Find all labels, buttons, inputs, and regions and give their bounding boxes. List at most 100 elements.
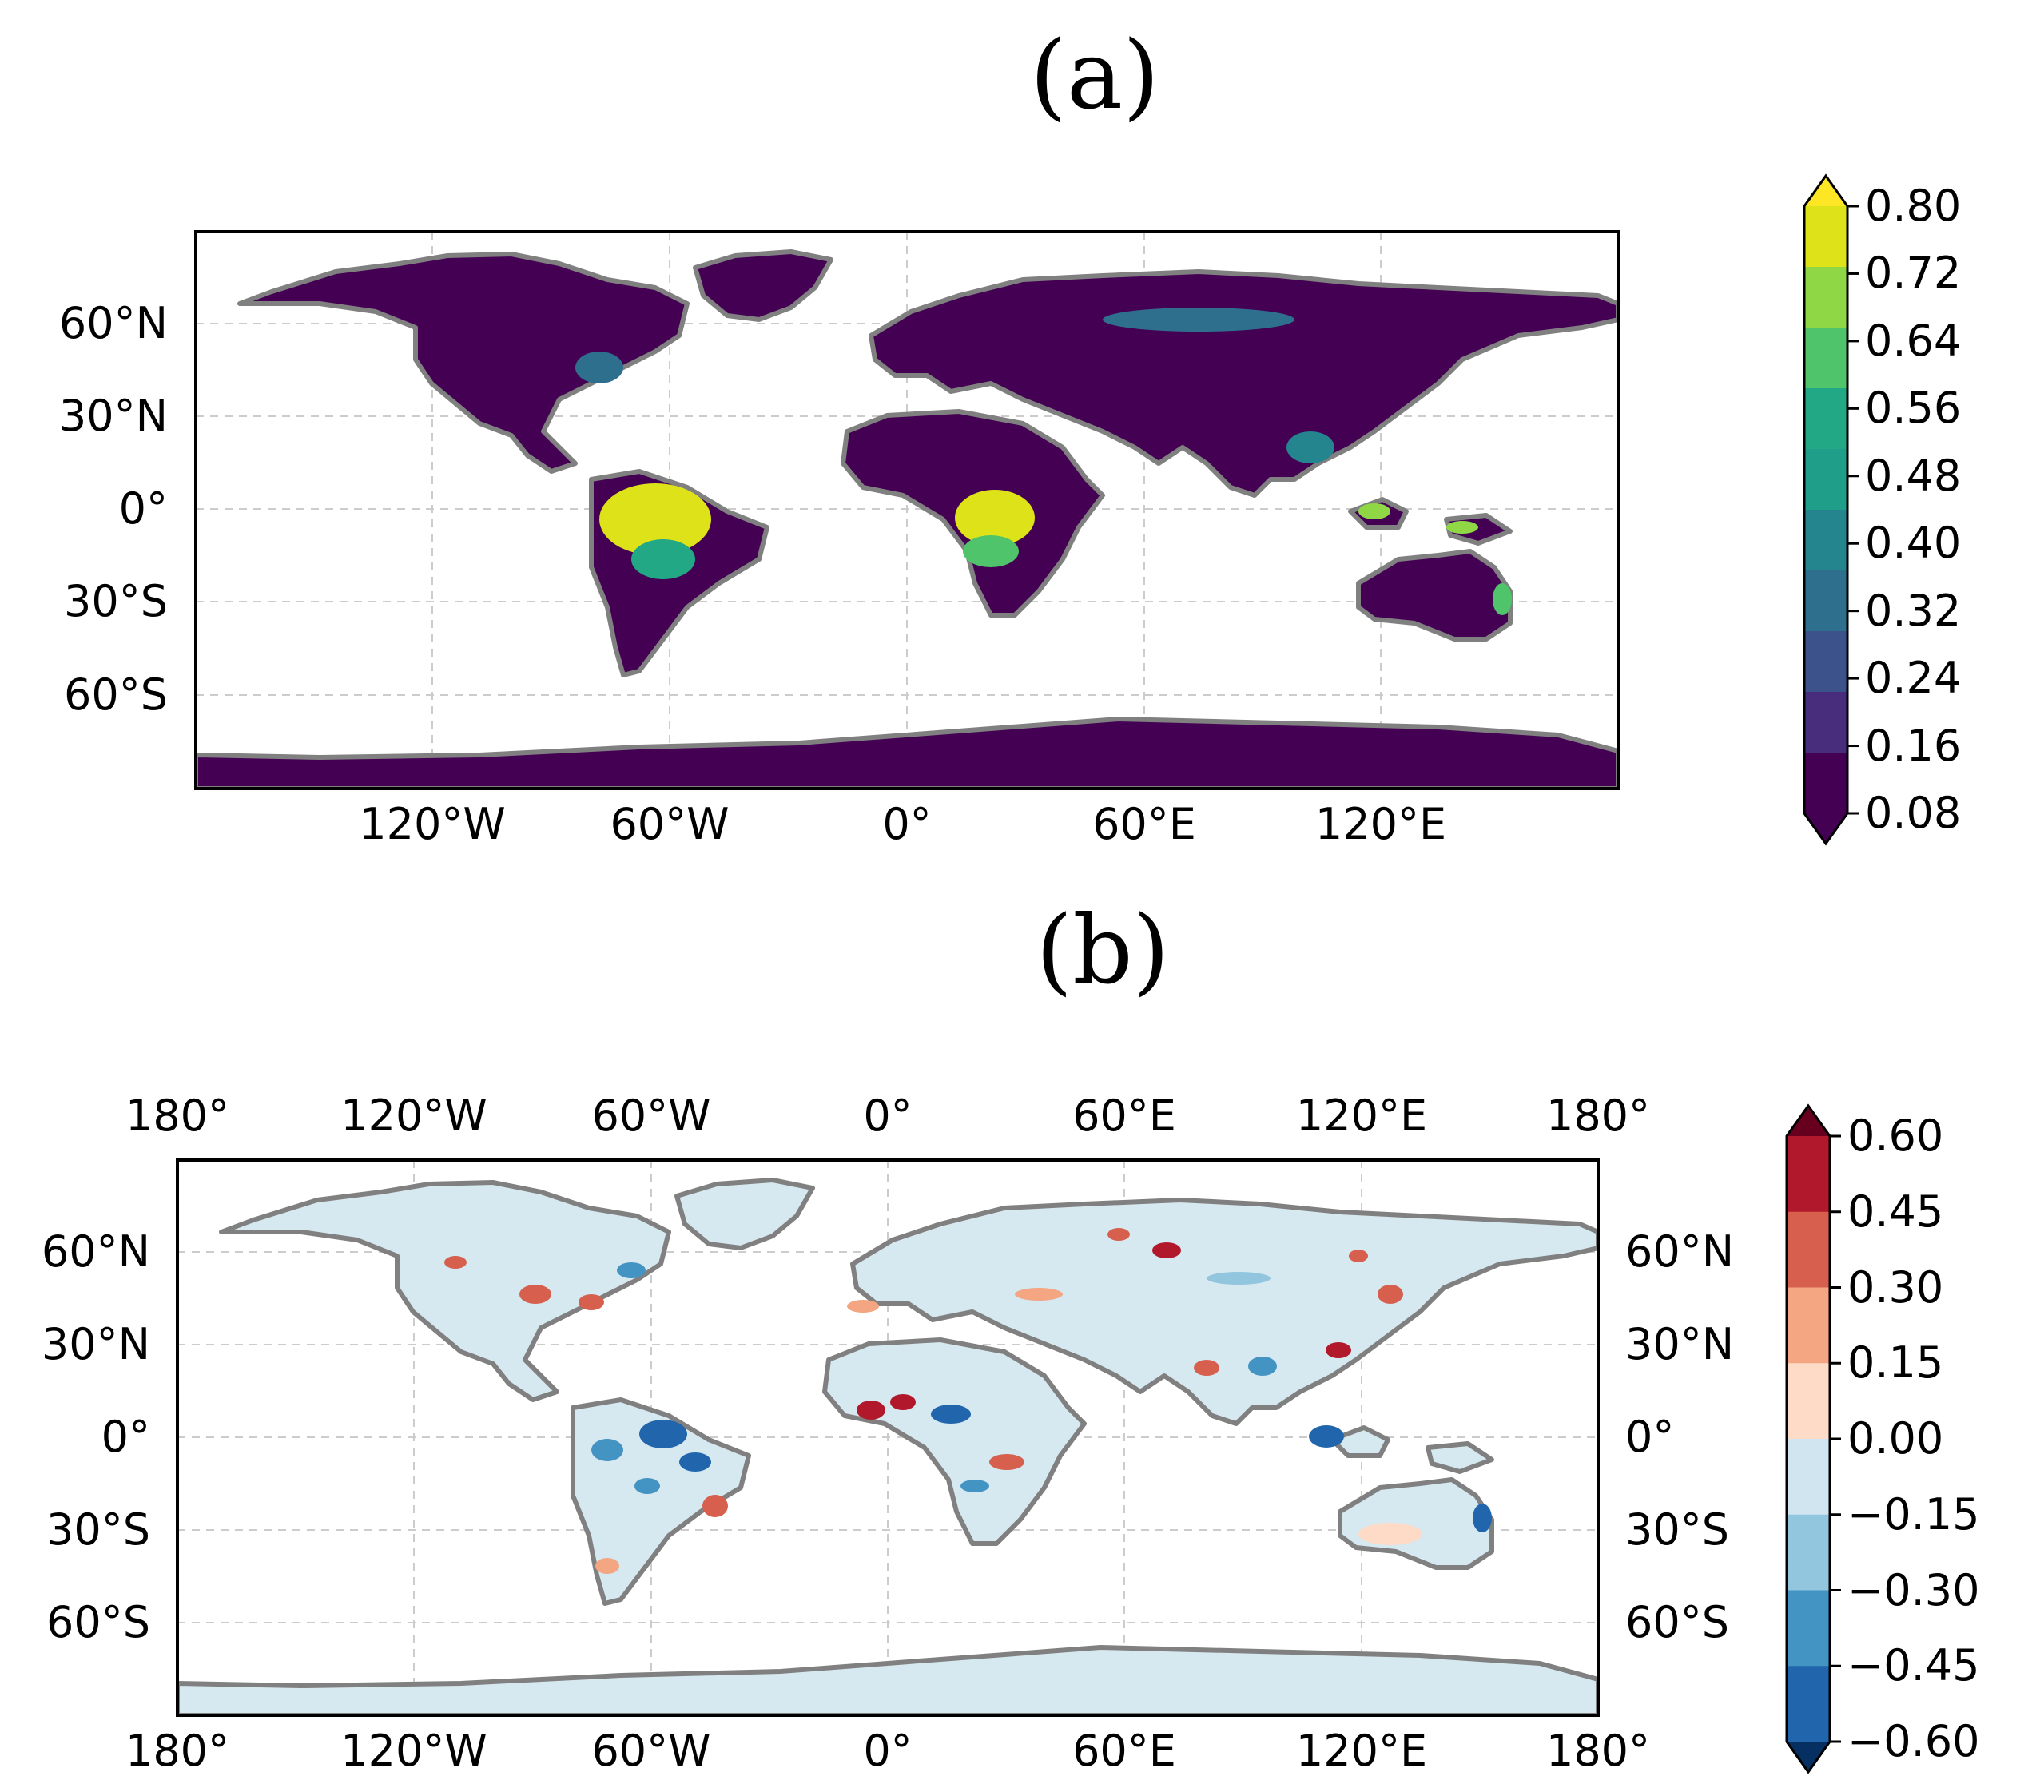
colorbar-tick-label: −0.60 [1847,1716,1980,1766]
map-b-xtick-bottom: 120°E [1295,1726,1428,1776]
map-b-frame [176,1158,1600,1717]
map-b-xtick-bottom: 60°W [591,1726,711,1776]
map-a-xtick: 0° [882,799,932,849]
map-b-ytick-right: 30°N [1625,1319,1735,1369]
colorbar-tick-label: −0.45 [1847,1640,1980,1691]
colorbar-tick-label: 0.64 [1865,315,1962,366]
map-b-ytick-left: 60°N [41,1226,150,1277]
colorbar-segment [1787,1439,1830,1516]
map-b-xtick-top: 60°E [1072,1091,1176,1141]
colorbar-tick-label: 0.48 [1865,450,1962,501]
colorbar-segment [1787,1363,1830,1440]
colorbar-tick-label: 0.40 [1865,518,1962,569]
panel-b-title: (b) [1036,895,1170,1005]
colorbar-segment [1804,206,1847,268]
colorbar-tick-label: −0.30 [1847,1564,1980,1615]
map-b-ytick-left: 30°N [41,1319,150,1369]
map-b-xtick-bottom: 180° [125,1726,230,1776]
colorbar-tick-label: 0.56 [1865,383,1962,434]
map-b-ytick-right: 60°N [1625,1226,1735,1277]
colorbar-tick-label: 0.24 [1865,653,1962,704]
colorbar-segment [1804,449,1847,511]
map-b-ytick-right: 30°S [1625,1504,1729,1555]
map-b-xtick-top: 60°W [591,1091,711,1141]
colorbar-tick-label: 0.32 [1865,585,1962,636]
map-a-xtick: 60°W [610,799,730,849]
amazon-high [599,483,711,555]
map-b-ytick-left: 60°S [46,1597,150,1647]
colorbar-segment [1787,1514,1830,1591]
map-a-highlights [575,308,1512,615]
colorbar-segment [1804,328,1847,389]
map-a-frame [194,230,1620,790]
colorbar-segment [1787,1666,1830,1742]
colorbar-extend-bottom [1787,1742,1830,1772]
australia-b [1338,1477,1494,1570]
map-b-xtick-top: 0° [863,1091,913,1141]
australia-a [1356,549,1513,642]
colorbar-tick-label: 0.00 [1847,1413,1944,1464]
map-b-xtick-bottom: 180° [1545,1726,1651,1776]
colorbar-tick-label: −0.15 [1847,1488,1980,1540]
newguinea-b [1426,1441,1494,1474]
colorbar-segment [1804,753,1847,814]
eurasia-b [850,1198,1598,1426]
colorbar-segment [1804,631,1847,693]
map-a-ytick: 30°S [64,576,168,626]
greenland-a [693,249,833,322]
map-a-xtick: 120°W [359,799,506,849]
map-a-xtick: 120°E [1314,799,1447,849]
colorbar-b [1785,1103,1841,1774]
colorbar-tick-label: 0.60 [1847,1111,1944,1161]
eurasia-a [869,269,1618,498]
africa-b [822,1337,1087,1546]
antarctica-a [196,717,1618,789]
panel-a-title: (a) [1029,20,1160,130]
colorbar-segment [1804,570,1847,632]
colorbar-segment [1804,692,1847,753]
colorbar-segment [1804,388,1847,450]
colorbar-tick-label: 0.80 [1865,181,1962,231]
greenland-b [674,1178,815,1250]
colorbar-segment [1804,267,1847,328]
colorbar-extend-top [1787,1106,1830,1136]
map-b-ytick-left: 0° [101,1412,150,1462]
map-a-ytick: 30°N [58,391,168,441]
map-b-anomalies [444,1228,1492,1574]
map-b [177,1160,1598,1715]
colorbar-tick-label: 0.08 [1865,788,1962,838]
map-a-ytick: 0° [118,483,168,534]
colorbar-tick-label: 0.45 [1847,1186,1944,1237]
north-america-b [219,1180,671,1402]
map-b-xtick-top: 120°W [340,1091,487,1141]
map-b-ytick-right: 0° [1625,1412,1675,1462]
antarctica-b [177,1645,1598,1715]
indonesia-b [1330,1425,1390,1458]
map-b-ytick-left: 30°S [46,1504,150,1555]
colorbar-tick-label: 0.72 [1865,248,1962,299]
map-b-xtick-bottom: 120°W [340,1726,487,1776]
colorbar-segment [1787,1211,1830,1288]
map-b-xtick-top: 180° [125,1091,230,1141]
colorbar-segment [1787,1287,1830,1364]
north-america-a [237,252,690,474]
map-a-ytick: 60°N [58,298,168,348]
map-b-ytick-right: 60°S [1625,1597,1729,1647]
congo-high [955,490,1035,546]
map-b-xtick-top: 180° [1545,1091,1651,1141]
colorbar-segment [1787,1590,1830,1667]
colorbar-tick-label: 0.30 [1847,1262,1944,1313]
map-b-xtick-bottom: 0° [863,1726,913,1776]
colorbar-tick-label: 0.15 [1847,1337,1944,1389]
colorbar-segment [1804,510,1847,571]
colorbar-tick-label: 0.16 [1865,720,1962,771]
map-a-ytick: 60°S [64,670,168,720]
map-b-xtick-top: 120°E [1295,1091,1428,1141]
map-a-land [196,249,1618,789]
map-b-land [177,1178,1598,1715]
colorbar-a [1803,173,1859,846]
map-a-xtick: 60°E [1092,799,1196,849]
map-a [196,232,1618,789]
colorbar-extend-top [1804,176,1847,206]
